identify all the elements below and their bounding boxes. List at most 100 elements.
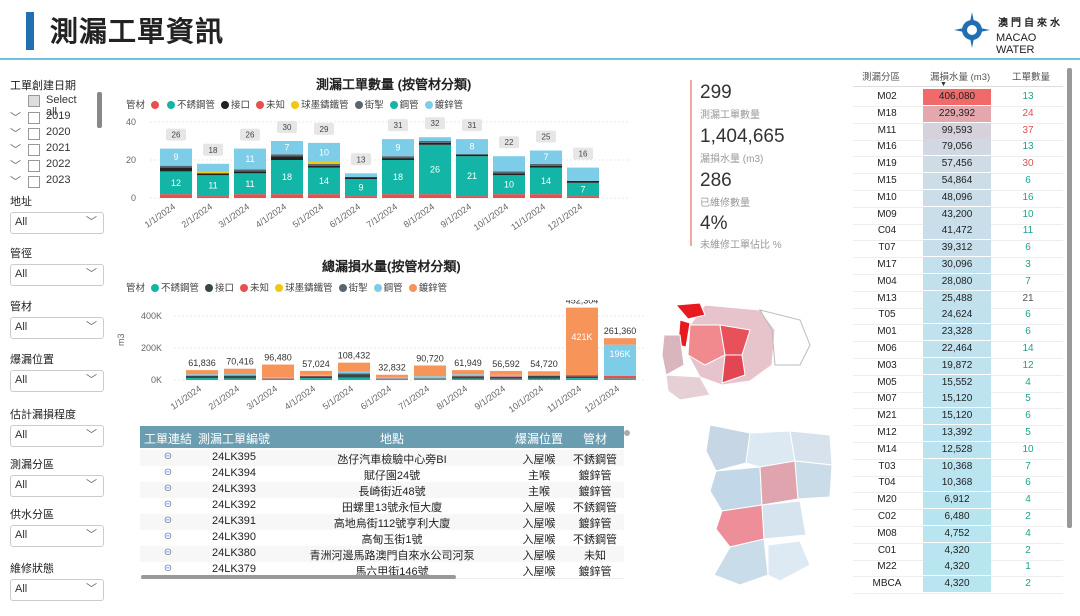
bar-segment[interactable] <box>382 156 414 159</box>
bar-segment[interactable] <box>530 194 562 198</box>
volume-col-header[interactable]: 漏損水量 (m3) <box>930 72 991 83</box>
bar-segment[interactable] <box>224 376 256 379</box>
col-material-header[interactable]: 管材 <box>582 432 607 446</box>
legend-item[interactable]: 未知 <box>256 97 285 111</box>
bar-segment[interactable] <box>604 378 636 380</box>
zone-row[interactable]: M04 28,080 7 <box>853 273 1063 292</box>
bar-segment[interactable] <box>300 378 332 380</box>
zone-row[interactable]: M14 12,528 10 <box>853 441 1063 460</box>
year-checkbox[interactable] <box>28 112 40 124</box>
chevron-down-icon[interactable]: ﹀ <box>10 112 21 124</box>
bar-segment[interactable] <box>419 142 451 145</box>
year-checkbox[interactable] <box>28 176 40 188</box>
zone-dropdown[interactable]: All ﹀ <box>10 475 104 497</box>
bar-segment[interactable] <box>338 377 370 380</box>
bar-segment[interactable] <box>197 173 229 176</box>
severity-dropdown[interactable]: All ﹀ <box>10 425 104 447</box>
link-icon[interactable]: ⊝ <box>163 515 173 526</box>
year-checkbox[interactable] <box>28 144 40 156</box>
supply-dropdown[interactable]: All ﹀ <box>10 525 104 547</box>
bar-segment[interactable] <box>414 377 446 379</box>
link-icon[interactable]: ⊝ <box>163 547 173 558</box>
bar-segment[interactable] <box>224 374 256 376</box>
bar-segment[interactable] <box>224 378 256 380</box>
bar-segment[interactable] <box>186 370 218 375</box>
bar-segment[interactable] <box>376 377 408 379</box>
zone-row[interactable]: T05 24,624 6 <box>853 307 1063 326</box>
bar-segment[interactable] <box>528 376 560 379</box>
bar-segment[interactable] <box>262 377 294 379</box>
link-icon[interactable]: ⊝ <box>163 563 173 574</box>
legend-item[interactable]: 鋼管 <box>389 97 419 111</box>
year-checkbox[interactable] <box>28 160 40 172</box>
zone-col-header[interactable]: 測漏分區 <box>862 72 901 83</box>
table-row[interactable]: ⊝ 24LK394 賦仔園24號 主喉 鍍鋅管 <box>140 466 624 483</box>
bar-segment[interactable] <box>566 375 598 377</box>
bar-segment[interactable] <box>224 375 256 376</box>
table-row[interactable]: ⊝ 24LK390 高甸玉街1號 入屋喉 不銹鋼管 <box>140 530 624 547</box>
bar-segment[interactable] <box>493 171 525 174</box>
bar-segment[interactable] <box>160 194 192 198</box>
bar-segment[interactable] <box>308 161 340 164</box>
status-dropdown[interactable]: All ﹀ <box>10 579 104 601</box>
table-row[interactable]: ⊝ 24LK393 長崎街近48號 主喉 鍍鋅管 <box>140 482 624 499</box>
diameter-dropdown[interactable]: All ﹀ <box>10 264 104 286</box>
bar-segment[interactable] <box>604 338 636 345</box>
bar-segment[interactable] <box>376 374 408 378</box>
bar-segment[interactable] <box>528 374 560 376</box>
bar-segment[interactable] <box>234 169 266 172</box>
zone-row[interactable]: M02 406,080 13 <box>853 89 1063 107</box>
bar-segment[interactable] <box>262 378 294 380</box>
bar-segment[interactable] <box>452 378 484 380</box>
bar-segment[interactable] <box>300 375 332 377</box>
bar-segment[interactable] <box>345 196 377 198</box>
bar-segment[interactable] <box>567 182 599 197</box>
bar-segment[interactable] <box>197 175 229 197</box>
bar-segment[interactable] <box>452 370 484 375</box>
select-all-checkbox[interactable] <box>28 95 40 107</box>
zone-row[interactable]: M21 15,120 6 <box>853 408 1063 427</box>
bar-segment[interactable] <box>382 160 414 195</box>
legend-item[interactable]: 接口 <box>221 97 250 111</box>
bar-segment[interactable] <box>271 141 303 155</box>
leak-zone-map[interactable] <box>650 285 850 605</box>
zone-row[interactable]: T03 10,368 7 <box>853 458 1063 477</box>
bar-segment[interactable] <box>160 167 192 172</box>
bar-segment[interactable] <box>493 156 525 172</box>
bar-segment[interactable] <box>567 180 599 183</box>
bar-segment[interactable] <box>414 376 446 378</box>
bar-segment[interactable] <box>186 378 218 380</box>
bar-segment[interactable] <box>262 378 294 379</box>
legend-item[interactable]: 鍍鋅管 <box>424 97 463 111</box>
bar-segment[interactable] <box>300 376 332 379</box>
bar-segment[interactable] <box>452 376 484 379</box>
bar-segment[interactable] <box>419 194 451 198</box>
right-table-scrollbar[interactable] <box>1067 68 1072 528</box>
bar-segment[interactable] <box>382 139 414 157</box>
bar-segment[interactable] <box>197 171 229 174</box>
bar-segment[interactable] <box>456 154 488 157</box>
zone-row[interactable]: M16 79,056 13 <box>853 139 1063 158</box>
zone-row[interactable]: M19 57,456 30 <box>853 156 1063 175</box>
location-dropdown[interactable]: All ﹀ <box>10 370 104 392</box>
table-row[interactable]: ⊝ 24LK380 青洲河邊馬路澳門自來水公司河泵 入屋喉 未知 <box>140 546 624 563</box>
bar-segment[interactable] <box>566 376 598 379</box>
bar-segment[interactable] <box>530 163 562 166</box>
legend-item[interactable]: 街掣 <box>354 97 384 111</box>
zone-row[interactable]: M01 23,328 6 <box>853 324 1063 343</box>
bar-segment[interactable] <box>414 365 446 377</box>
bar-segment[interactable] <box>197 163 229 172</box>
bar-segment[interactable] <box>345 177 377 179</box>
zone-row[interactable]: M18 229,392 24 <box>853 105 1063 124</box>
chevron-down-icon[interactable]: ﹀ <box>10 128 21 140</box>
address-dropdown[interactable]: All ﹀ <box>10 212 104 234</box>
bar-segment[interactable] <box>234 148 266 170</box>
legend-item[interactable]: 不銹鋼管 <box>167 97 215 111</box>
bar-segment[interactable] <box>271 156 303 160</box>
bar-segment[interactable] <box>566 378 598 380</box>
bar-segment[interactable] <box>308 142 340 162</box>
bar-segment[interactable] <box>528 378 560 380</box>
material-dropdown[interactable]: All ﹀ <box>10 317 104 339</box>
bar-segment[interactable] <box>300 370 332 375</box>
legend-item[interactable]: 球墨鑄鐵管 <box>275 280 333 294</box>
